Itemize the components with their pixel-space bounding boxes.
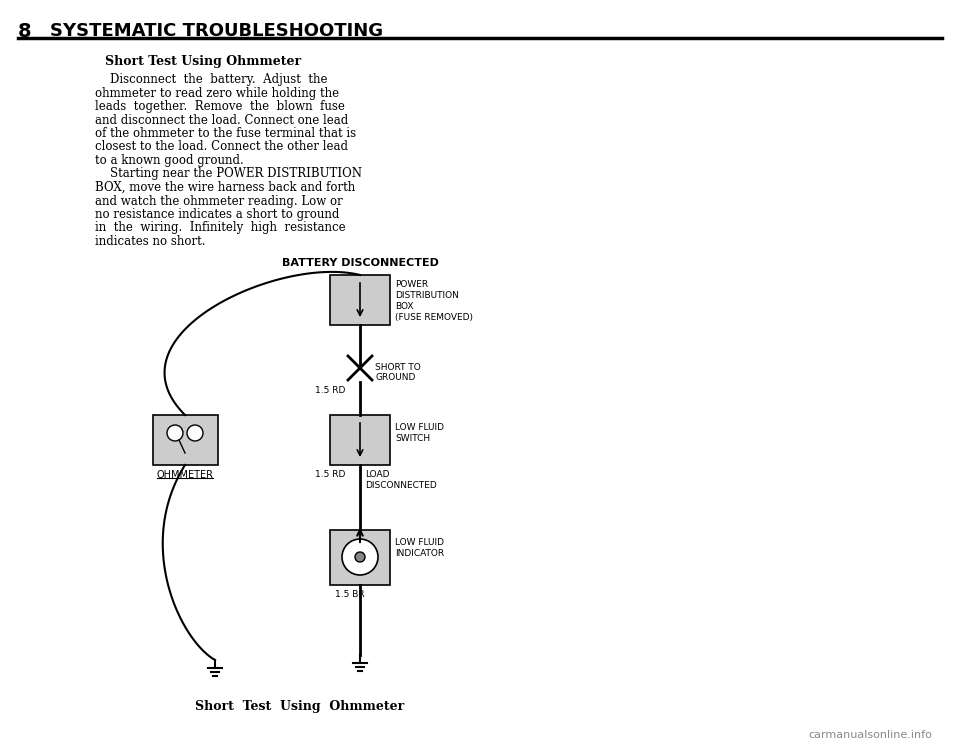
Text: Short Test Using Ohmmeter: Short Test Using Ohmmeter: [105, 55, 301, 68]
Text: to a known good ground.: to a known good ground.: [95, 154, 244, 167]
Text: Starting near the POWER DISTRIBUTION: Starting near the POWER DISTRIBUTION: [95, 168, 362, 181]
Circle shape: [187, 425, 203, 441]
Text: and watch the ohmmeter reading. Low or: and watch the ohmmeter reading. Low or: [95, 195, 343, 207]
Text: no resistance indicates a short to ground: no resistance indicates a short to groun…: [95, 208, 340, 221]
Text: 1.5 BR: 1.5 BR: [335, 590, 365, 599]
Bar: [330, 530, 390, 585]
Text: in  the  wiring.  Infinitely  high  resistance: in the wiring. Infinitely high resistanc…: [95, 222, 346, 234]
Text: 1.5 RD: 1.5 RD: [315, 386, 346, 395]
Circle shape: [355, 552, 365, 562]
Text: SYSTEMATIC TROUBLESHOOTING: SYSTEMATIC TROUBLESHOOTING: [50, 22, 383, 40]
Text: 1.5 RD: 1.5 RD: [315, 470, 346, 479]
Text: SHORT TO
GROUND: SHORT TO GROUND: [375, 363, 420, 383]
Text: BOX, move the wire harness back and forth: BOX, move the wire harness back and fort…: [95, 181, 355, 194]
Text: Short  Test  Using  Ohmmeter: Short Test Using Ohmmeter: [196, 700, 404, 713]
Text: POWER
DISTRIBUTION
BOX
(FUSE REMOVED): POWER DISTRIBUTION BOX (FUSE REMOVED): [395, 280, 473, 322]
Text: Disconnect  the  battery.  Adjust  the: Disconnect the battery. Adjust the: [95, 73, 327, 86]
Circle shape: [167, 425, 183, 441]
Text: closest to the load. Connect the other lead: closest to the load. Connect the other l…: [95, 140, 348, 154]
Text: indicates no short.: indicates no short.: [95, 235, 205, 248]
Text: 8: 8: [18, 22, 32, 41]
Text: OHMMETER: OHMMETER: [156, 470, 213, 480]
Text: LOW FLUID
INDICATOR: LOW FLUID INDICATOR: [395, 538, 444, 558]
Bar: [153, 415, 218, 465]
Circle shape: [342, 539, 378, 575]
Bar: [330, 275, 390, 325]
Text: BATTERY DISCONNECTED: BATTERY DISCONNECTED: [281, 258, 439, 268]
Text: leads  together.  Remove  the  blown  fuse: leads together. Remove the blown fuse: [95, 100, 345, 113]
Bar: [330, 415, 390, 465]
Text: LOW FLUID
SWITCH: LOW FLUID SWITCH: [395, 423, 444, 443]
Text: and disconnect the load. Connect one lead: and disconnect the load. Connect one lea…: [95, 113, 348, 127]
Text: of the ohmmeter to the fuse terminal that is: of the ohmmeter to the fuse terminal tha…: [95, 127, 356, 140]
Text: LOAD
DISCONNECTED: LOAD DISCONNECTED: [365, 470, 437, 490]
Text: ohmmeter to read zero while holding the: ohmmeter to read zero while holding the: [95, 87, 339, 99]
Text: carmanualsonline.info: carmanualsonline.info: [808, 730, 932, 740]
